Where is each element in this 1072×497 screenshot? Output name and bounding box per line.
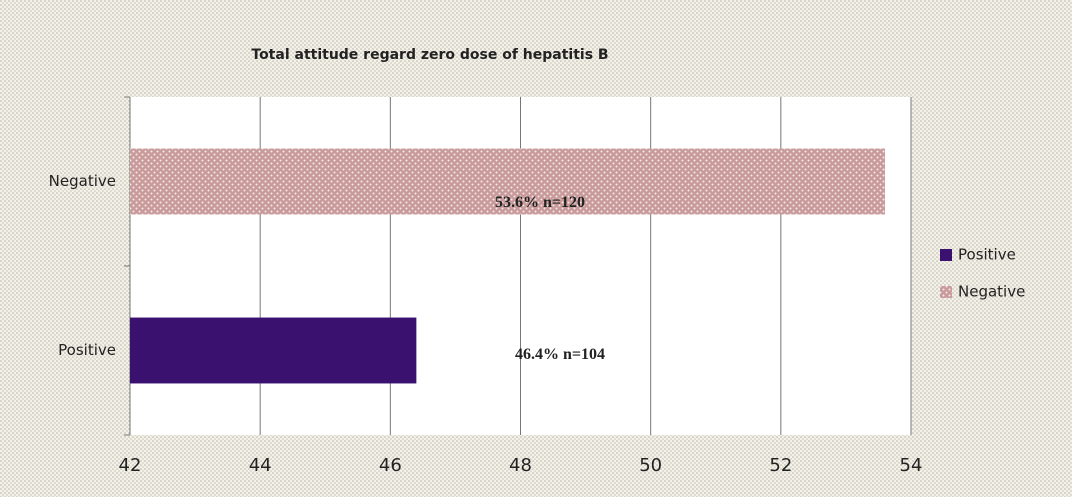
x-tick-label: 54 [900, 455, 923, 476]
x-tick-label: 48 [509, 455, 532, 476]
data-label: 46.4% n=104 [515, 346, 605, 363]
x-tick-label: 50 [639, 455, 662, 476]
y-tick-label: Negative [49, 172, 116, 190]
bar [130, 317, 417, 384]
y-tick-label: Positive [58, 341, 116, 359]
legend-swatch [940, 249, 952, 261]
data-label: 53.6% n=120 [495, 194, 585, 211]
x-tick-label: 52 [769, 455, 792, 476]
legend-label: Positive [958, 246, 1016, 264]
x-tick-label: 46 [379, 455, 402, 476]
x-tick-label: 44 [249, 455, 272, 476]
legend-swatch-texture [940, 286, 952, 298]
legend-label: Negative [958, 283, 1025, 301]
x-tick-label: 42 [119, 455, 142, 476]
chart-title: Total attitude regard zero dose of hepat… [251, 47, 608, 63]
